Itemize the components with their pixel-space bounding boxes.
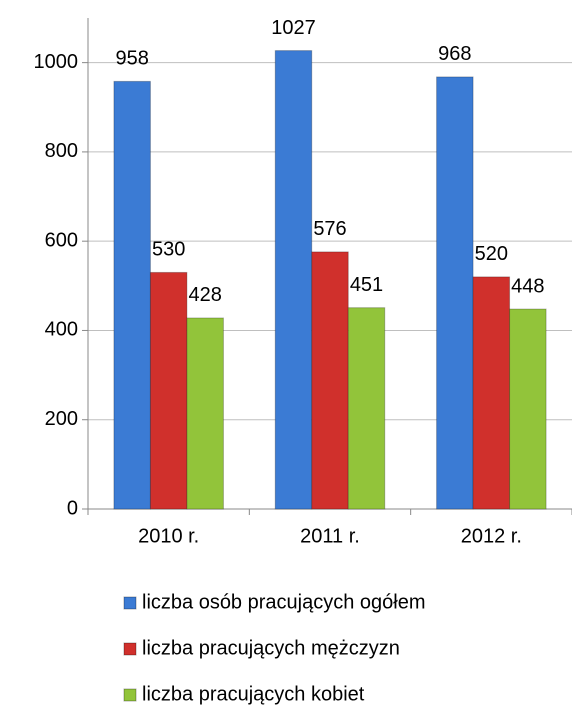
data-label: 520 xyxy=(475,243,508,265)
data-label: 576 xyxy=(313,218,346,240)
bar xyxy=(347,307,386,510)
legend-swatch xyxy=(123,642,137,656)
y-tick-label: 200 xyxy=(45,408,78,430)
data-label: 448 xyxy=(511,275,544,297)
bar xyxy=(274,50,313,510)
y-tick-label: 0 xyxy=(67,497,78,519)
bar xyxy=(186,317,224,510)
x-tick-label: 2012 r. xyxy=(461,525,522,547)
bar xyxy=(149,271,188,510)
legend-label: liczba osób pracujących ogółem xyxy=(142,591,426,613)
y-tick-label: 600 xyxy=(45,229,78,251)
data-label: 958 xyxy=(115,48,148,70)
data-label: 1027 xyxy=(271,17,316,39)
bar xyxy=(113,80,151,510)
bar xyxy=(472,276,511,510)
legend-swatch xyxy=(123,596,137,610)
y-tick-label: 400 xyxy=(45,319,78,341)
bar xyxy=(436,76,474,510)
bar xyxy=(509,308,547,510)
legend-label: liczba pracujących kobiet xyxy=(142,683,365,705)
bar xyxy=(311,251,349,510)
data-label: 530 xyxy=(152,239,185,261)
y-tick-label: 1000 xyxy=(34,51,79,73)
legend-swatch xyxy=(123,688,137,702)
x-tick-label: 2011 r. xyxy=(300,525,360,547)
legend-label: liczba pracujących mężczyzn xyxy=(142,637,400,659)
data-label: 428 xyxy=(188,284,221,306)
x-tick-label: 2010 r. xyxy=(138,525,199,547)
y-tick-label: 800 xyxy=(45,140,78,162)
data-label: 451 xyxy=(350,274,383,296)
data-label: 968 xyxy=(438,43,471,65)
